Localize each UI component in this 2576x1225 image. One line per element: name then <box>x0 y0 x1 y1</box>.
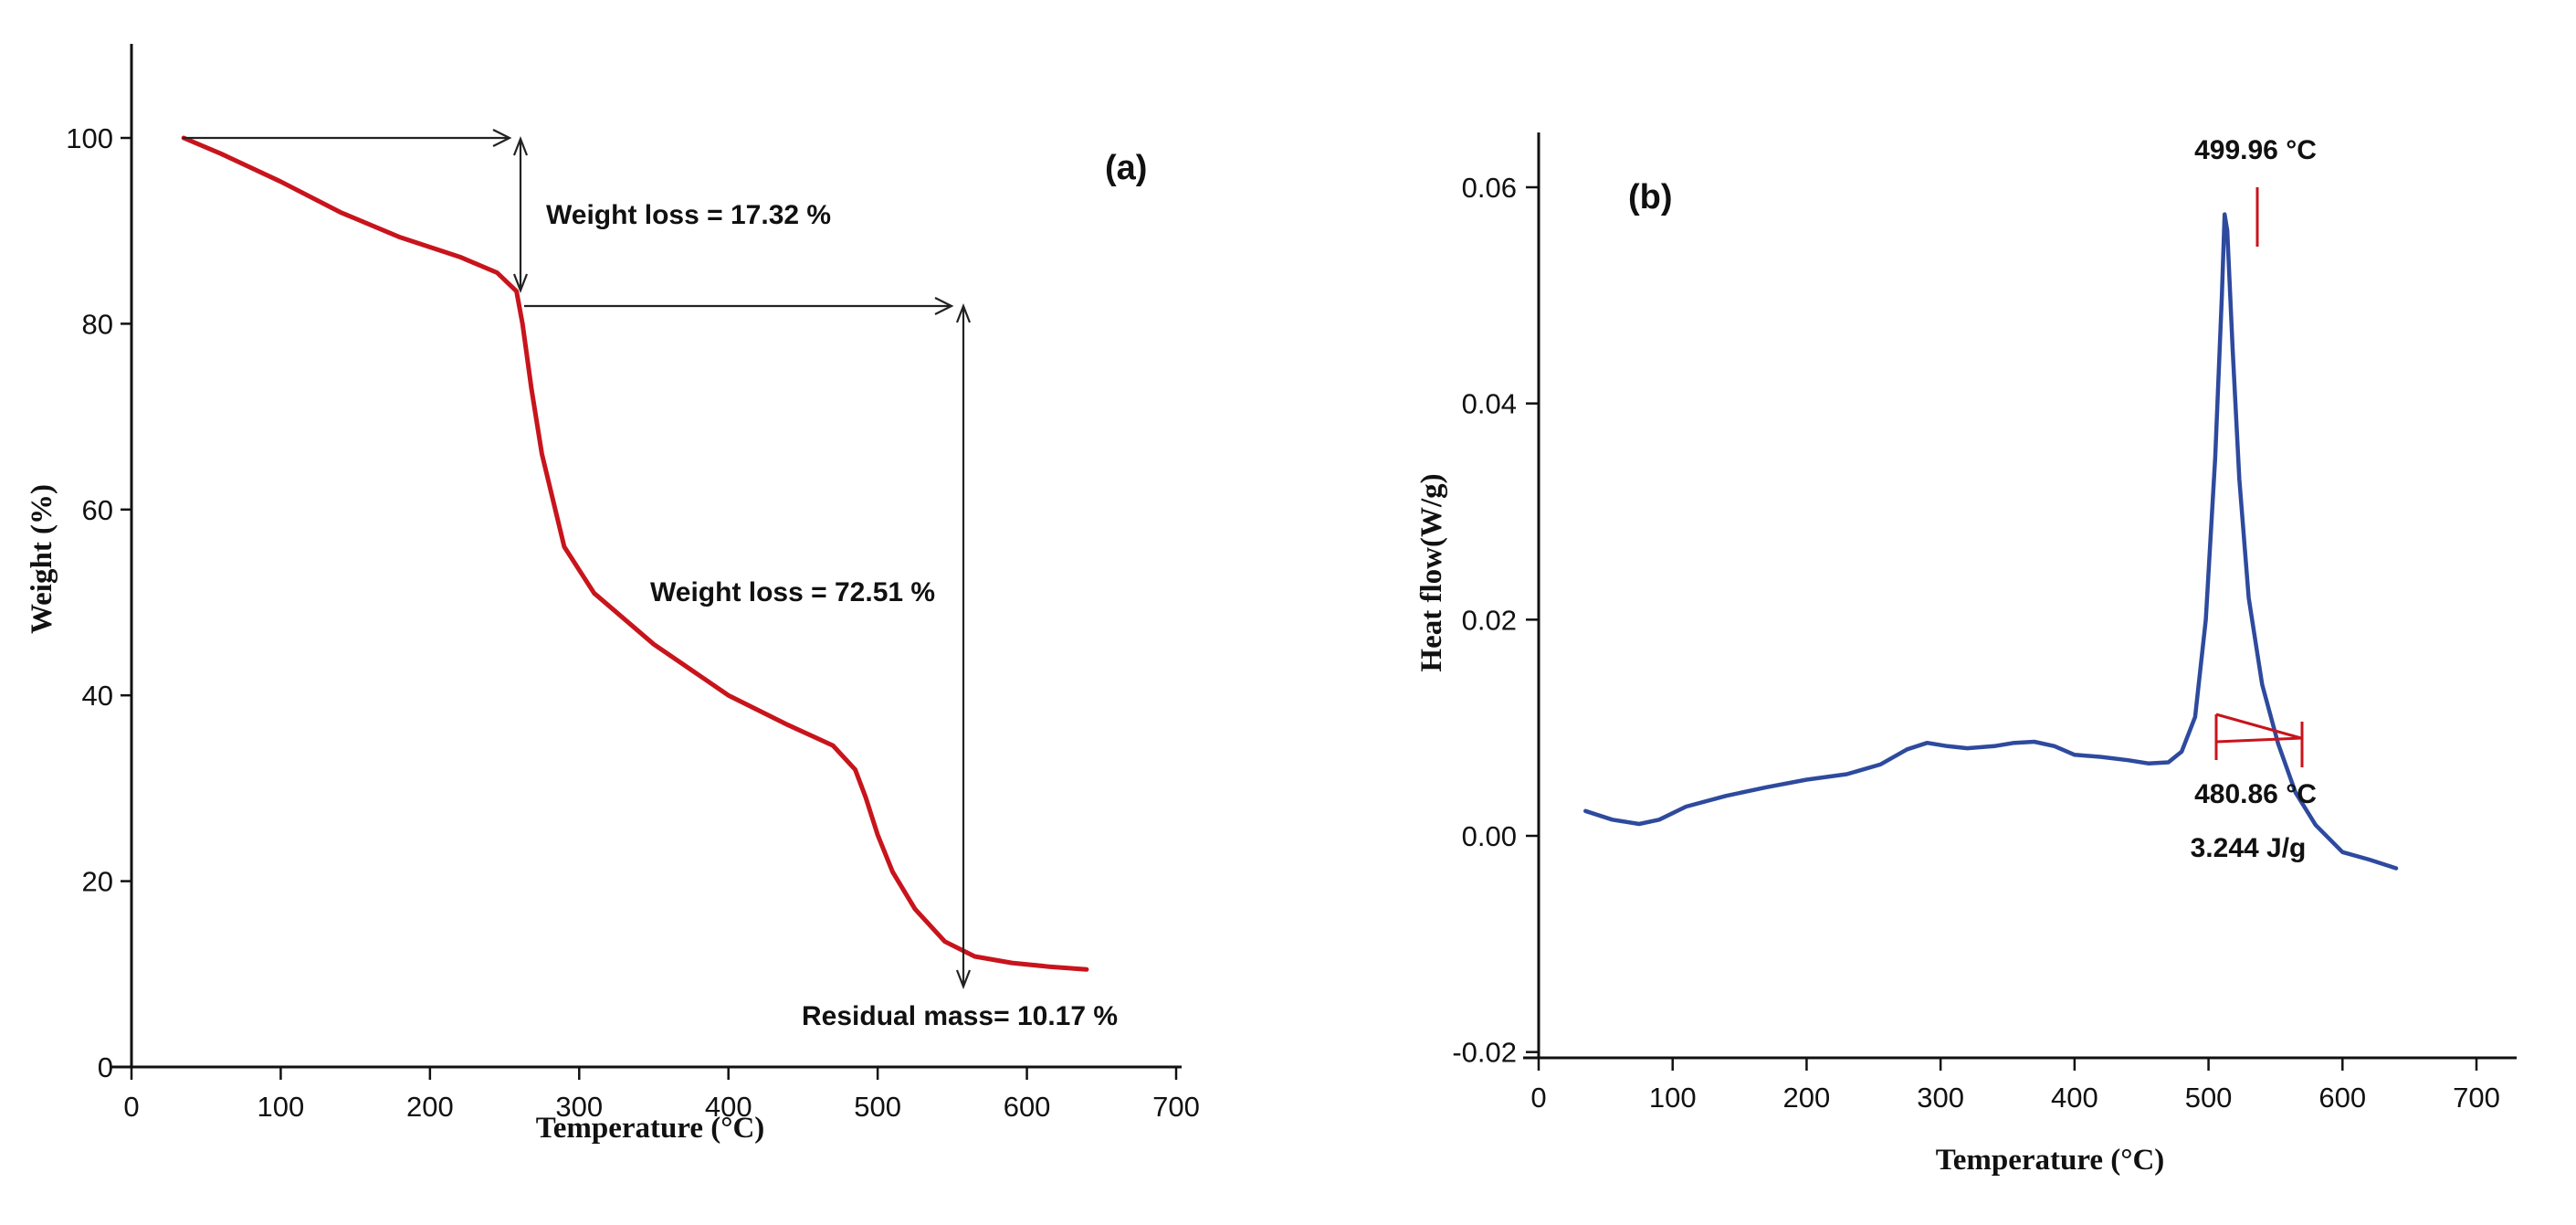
weight-loss-1-label: Weight loss = 17.32 % <box>546 200 831 230</box>
panel-label-b: (b) <box>1628 178 1673 216</box>
dsc-chart: -0.02 0.00 0.02 0.04 0.06 0 100 200 300 400 500 60… <box>1415 132 2517 1177</box>
dsc-y-axis-title: Heat flow(W/g) <box>1415 473 1448 671</box>
dsc-x-tick-label: 100 <box>1649 1082 1697 1114</box>
tga-x-tick-label: 600 <box>1004 1091 1051 1123</box>
tga-y-axis-title: Weight (%) <box>26 484 58 634</box>
dsc-x-axis-title: Temperature (°C) <box>1936 1144 2165 1177</box>
tga-x-tick-label: 500 <box>854 1091 901 1123</box>
tga-x-axis-title: Temperature (°C) <box>536 1112 765 1145</box>
dsc-x-tick-label: 0 <box>1530 1082 1546 1114</box>
tga-x-tick-label: 400 <box>705 1091 752 1123</box>
dsc-y-tick-label: 0.02 <box>1462 604 1517 636</box>
panel-label-a: (a) <box>1105 149 1147 187</box>
dsc-x-tick-label: 500 <box>2185 1082 2233 1114</box>
dsc-x-tick-label: 200 <box>1783 1082 1831 1114</box>
dsc-y-tick-label: 0.00 <box>1462 820 1517 852</box>
peak-temperature-label: 499.96 °C <box>2194 135 2317 165</box>
onset-temperature-label: 480.86 °C <box>2194 779 2317 809</box>
dsc-x-tick-label: 300 <box>1917 1082 1964 1114</box>
peak-integration-marks <box>2214 187 2304 767</box>
tga-y-tick-label: 60 <box>82 494 113 526</box>
tga-x-tick-label: 300 <box>555 1091 603 1123</box>
dsc-heat-flow-curve <box>1583 212 2399 871</box>
dsc-x-tick-label: 400 <box>2051 1082 2098 1114</box>
tga-weight-curve <box>181 135 1089 972</box>
tga-x-tick-label: 700 <box>1152 1091 1200 1123</box>
enthalpy-label: 3.244 J/g <box>2191 833 2307 863</box>
dsc-y-tick-label: -0.02 <box>1452 1037 1517 1069</box>
tga-y-tick-label: 80 <box>82 308 113 340</box>
tga-x-tick-label: 0 <box>123 1091 139 1123</box>
residual-mass-label: Residual mass= 10.17 % <box>802 1001 1118 1031</box>
tga-annotation-arrows <box>183 129 972 990</box>
tga-y-tick-label: 20 <box>82 866 113 898</box>
tga-y-tick-label: 40 <box>82 680 113 712</box>
tga-x-tick-label: 200 <box>406 1091 454 1123</box>
dsc-x-tick-label: 600 <box>2318 1082 2366 1114</box>
dsc-y-tick-label: 0.06 <box>1462 172 1517 204</box>
tga-x-tick-label: 100 <box>258 1091 305 1123</box>
tga-y-tick-label: 100 <box>66 122 113 154</box>
dsc-y-tick-label: 0.04 <box>1462 388 1517 420</box>
dsc-x-tick-label: 700 <box>2453 1082 2500 1114</box>
tga-y-tick-label: 0 <box>98 1051 113 1083</box>
weight-loss-2-label: Weight loss = 72.51 % <box>650 577 935 607</box>
